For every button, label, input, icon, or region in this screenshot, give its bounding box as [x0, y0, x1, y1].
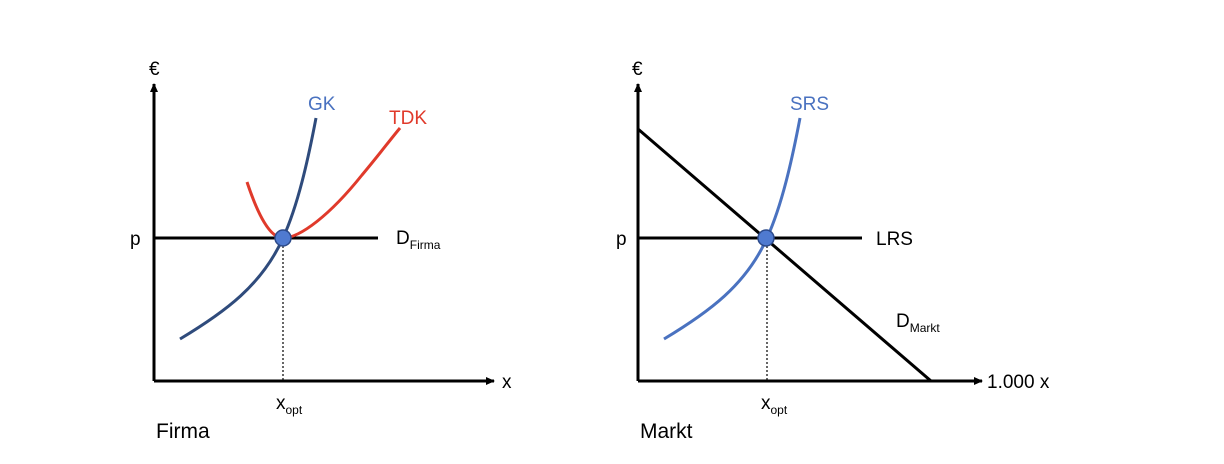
markt-equilibrium-point [757, 229, 775, 247]
firma-demand-label: DFirma [396, 228, 441, 252]
firma-tdk-label: TDK [389, 108, 427, 129]
markt-srs-label: SRS [790, 94, 829, 115]
markt-xopt-label: xopt [761, 393, 788, 417]
markt-srs-curve [663, 117, 802, 341]
markt-y-axis-label: € [632, 59, 643, 80]
firma-gk-curve [179, 117, 318, 341]
firma-panel-title: Firma [156, 420, 210, 443]
markt-demand-label: DMarkt [896, 311, 940, 335]
firma-demand-label-main: D [396, 228, 410, 249]
firma-xopt-label-main: x [276, 393, 286, 414]
firma-y-axis-label: € [149, 59, 160, 80]
markt-panel: € 1.000 x p SRS LRS DMarkt xopt Markt [616, 59, 1050, 443]
firma-xopt-label: xopt [276, 393, 303, 417]
markt-panel-title: Markt [640, 420, 693, 443]
firma-panel: € x p GK TDK DFirma xopt Firma [130, 59, 512, 443]
firma-demand-label-sub: Firma [410, 238, 441, 252]
markt-demand-line [637, 127, 932, 383]
markt-xopt-label-main: x [761, 393, 771, 414]
markt-x-axis-label: 1.000 x [987, 372, 1050, 393]
markt-lrs-label: LRS [876, 229, 913, 250]
markt-price-label: p [616, 229, 627, 250]
firma-price-label: p [130, 229, 141, 250]
markt-demand-label-main: D [896, 311, 910, 332]
firma-x-axis-label: x [502, 372, 512, 393]
markt-xopt-label-sub: opt [771, 403, 788, 417]
markt-demand-label-sub: Markt [910, 321, 941, 335]
firma-xopt-label-sub: opt [286, 403, 303, 417]
firma-gk-label: GK [308, 94, 336, 115]
firma-equilibrium-point [274, 229, 292, 247]
firma-tdk-curve [245, 127, 402, 240]
